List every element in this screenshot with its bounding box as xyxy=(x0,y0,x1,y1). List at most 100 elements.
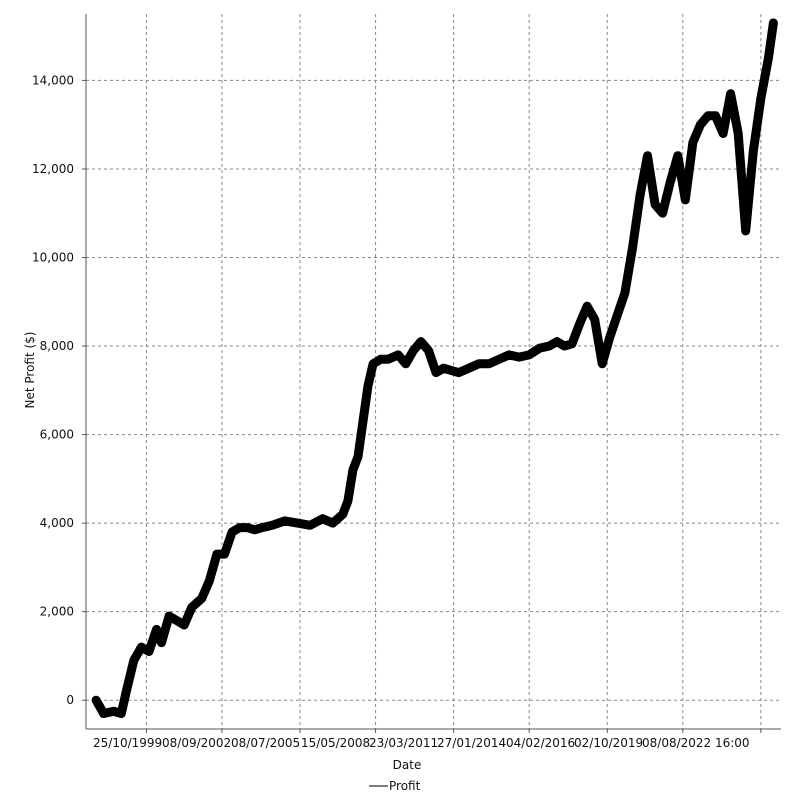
data-point xyxy=(307,522,314,529)
data-point xyxy=(138,644,145,651)
data-point xyxy=(385,356,392,363)
data-point xyxy=(355,453,361,460)
data-point xyxy=(735,130,742,137)
data-point xyxy=(118,710,125,717)
x-tick-label: 02/10/2019 xyxy=(574,736,643,750)
data-point xyxy=(319,515,326,522)
x-tick-label: 08/09/2002 xyxy=(162,736,231,750)
grid-lines xyxy=(86,14,781,729)
data-point xyxy=(93,697,100,704)
data-point xyxy=(294,520,301,527)
data-point xyxy=(465,365,472,372)
data-point xyxy=(689,139,696,146)
y-tick-label: 10,000 xyxy=(32,250,74,264)
series-layer xyxy=(91,18,778,718)
data-point xyxy=(536,345,543,352)
y-tick-label: 2,000 xyxy=(40,605,74,619)
data-point xyxy=(329,520,336,527)
data-point xyxy=(712,112,719,119)
data-point xyxy=(281,517,288,524)
data-point xyxy=(526,351,533,358)
data-point xyxy=(433,369,439,376)
y-tick-label: 0 xyxy=(66,693,74,707)
data-point xyxy=(667,179,674,186)
data-point xyxy=(448,367,455,374)
data-point xyxy=(425,347,432,354)
data-point xyxy=(229,529,236,535)
data-point xyxy=(173,617,180,624)
data-point xyxy=(546,343,553,349)
data-point xyxy=(236,524,243,531)
data-point xyxy=(553,338,560,345)
data-point xyxy=(659,210,666,217)
x-tick-label: 27/01/2014 xyxy=(437,736,506,750)
data-point xyxy=(614,312,621,319)
y-tick-labels: 0 2,000 4,000 6,000 8,000 10,000 12,000 14,000 xyxy=(32,73,74,707)
data-point xyxy=(727,90,734,97)
data-point xyxy=(130,657,137,664)
data-point xyxy=(516,354,523,361)
legend: Profit xyxy=(369,779,421,793)
data-point xyxy=(757,95,764,102)
data-point xyxy=(720,130,727,137)
data-point xyxy=(158,639,165,646)
data-point xyxy=(206,577,213,584)
data-point xyxy=(269,522,276,529)
y-tick-label: 14,000 xyxy=(32,73,74,87)
data-point xyxy=(166,613,173,620)
data-point xyxy=(365,382,371,389)
x-tick-label: 04/02/2016 xyxy=(506,736,575,750)
data-point xyxy=(561,343,568,349)
data-point xyxy=(742,227,749,234)
data-point xyxy=(455,369,462,376)
data-point xyxy=(750,148,757,155)
x-tick-label: 15/05/2008 xyxy=(301,736,370,750)
data-point xyxy=(410,347,417,354)
data-point xyxy=(188,604,195,611)
x-axis-label: Date xyxy=(393,758,422,772)
data-point xyxy=(705,112,711,119)
data-point xyxy=(770,19,777,26)
data-point xyxy=(213,551,220,558)
data-point xyxy=(697,121,704,128)
data-point xyxy=(221,551,228,558)
data-point xyxy=(100,710,107,717)
data-point xyxy=(370,360,377,367)
data-point xyxy=(652,201,659,208)
data-point xyxy=(440,365,447,372)
data-point xyxy=(506,351,512,358)
data-point xyxy=(606,334,613,341)
data-point xyxy=(621,289,628,296)
x-tick-label: 08/08/2022 16:00 xyxy=(642,736,750,750)
data-point xyxy=(591,316,598,323)
data-point xyxy=(110,708,117,715)
data-point xyxy=(349,467,356,473)
data-point xyxy=(259,524,266,531)
data-point xyxy=(682,196,689,203)
axes xyxy=(82,14,781,733)
y-tick-label: 8,000 xyxy=(40,339,74,353)
data-point xyxy=(339,511,346,518)
data-point xyxy=(395,351,402,358)
data-point xyxy=(569,340,575,347)
y-axis-label: Net Profit ($) xyxy=(23,332,37,409)
data-point xyxy=(475,360,482,367)
data-point xyxy=(402,360,409,367)
x-tick-label: 25/10/1999 xyxy=(93,736,162,750)
data-point xyxy=(360,418,366,425)
data-point xyxy=(629,245,636,252)
data-point xyxy=(244,524,251,531)
data-point xyxy=(146,648,152,655)
data-point xyxy=(765,55,772,62)
x-tick-label: 23/03/2011 xyxy=(369,736,438,750)
data-point xyxy=(576,320,583,327)
data-point xyxy=(181,622,188,628)
data-point xyxy=(674,152,681,159)
y-tick-label: 4,000 xyxy=(40,516,74,530)
data-point xyxy=(637,192,643,199)
data-point xyxy=(644,152,651,159)
data-point xyxy=(198,595,205,602)
data-point xyxy=(123,688,130,695)
